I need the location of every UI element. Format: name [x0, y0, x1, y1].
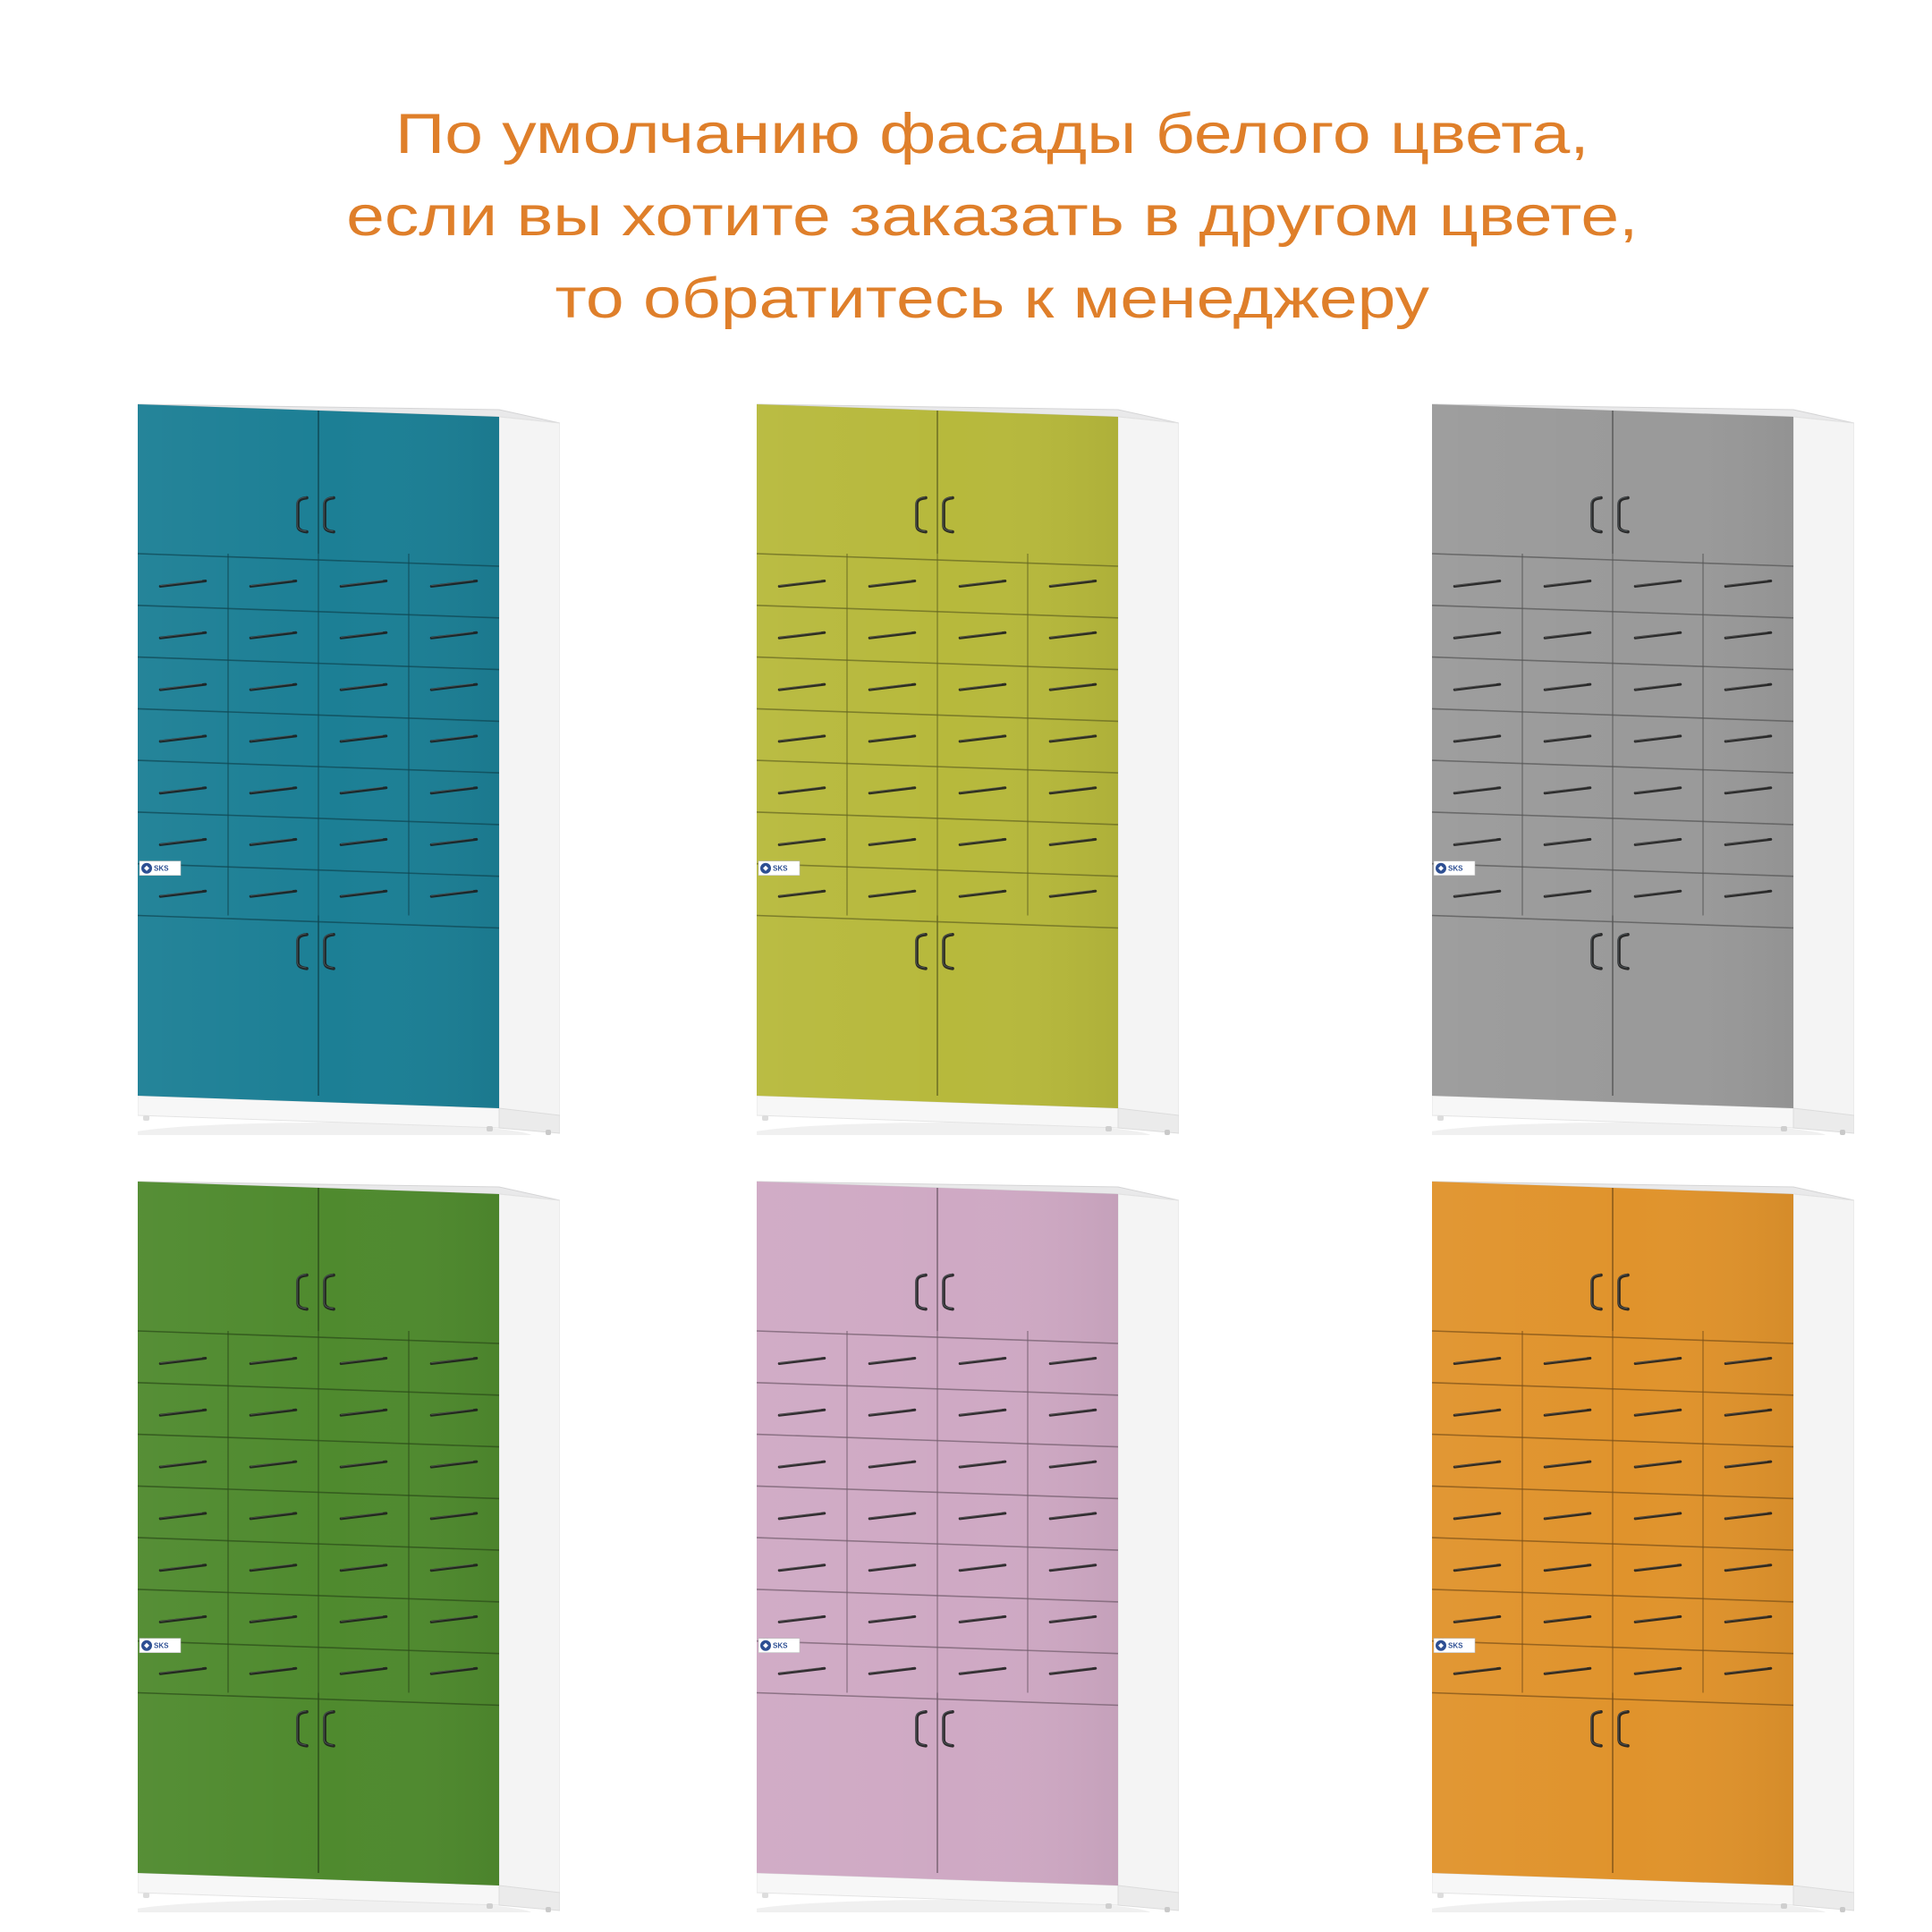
- svg-text:SKS: SKS: [154, 865, 169, 873]
- svg-text:SKS: SKS: [1448, 865, 1463, 873]
- svg-text:SKS: SKS: [773, 865, 788, 873]
- svg-text:SKS: SKS: [773, 1642, 788, 1650]
- svg-text:SKS: SKS: [154, 1642, 169, 1650]
- svg-text:SKS: SKS: [1448, 1642, 1463, 1650]
